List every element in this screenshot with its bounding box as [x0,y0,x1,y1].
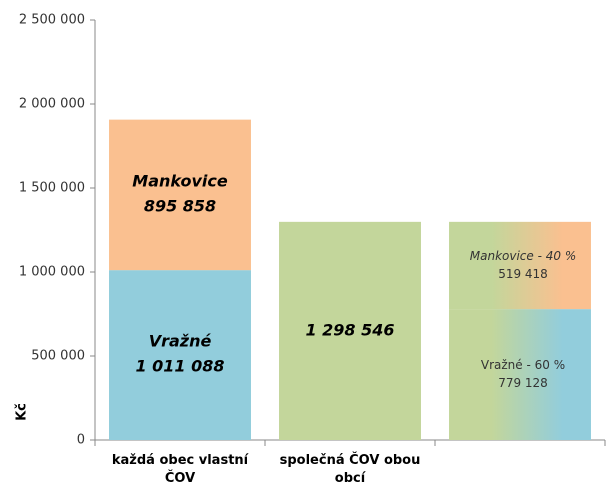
data-label: 519 418 [498,267,548,281]
share-label: Vražné - 60 % [481,358,565,372]
y-tick-label: 500 000 [31,349,85,364]
share-label: Mankovice - 40 % [470,249,576,263]
y-tick-label: 1 500 000 [19,181,85,196]
bar-segment [279,221,421,440]
x-tick-label: každá obec vlastní ČOV [111,453,249,486]
data-label: 779 128 [498,376,548,390]
data-label: 895 858 [144,196,216,215]
bar-segment [109,270,251,440]
y-tick-label: 2 000 000 [19,97,85,112]
series-label: Vražné [149,332,212,351]
data-label: 1 298 546 [305,320,394,339]
x-tick-label: společná ČOV obou obcí [279,453,421,486]
y-tick-label: 0 [77,433,85,448]
bar-segment [449,221,591,310]
bar-segment [109,119,251,271]
y-axis-label: Kč [15,403,30,421]
series-label: Mankovice [132,171,228,190]
y-tick-label: 1 000 000 [19,265,85,280]
y-tick-label: 2 500 000 [19,13,85,28]
bar-segment [449,309,591,440]
data-label: 1 011 088 [135,357,224,376]
